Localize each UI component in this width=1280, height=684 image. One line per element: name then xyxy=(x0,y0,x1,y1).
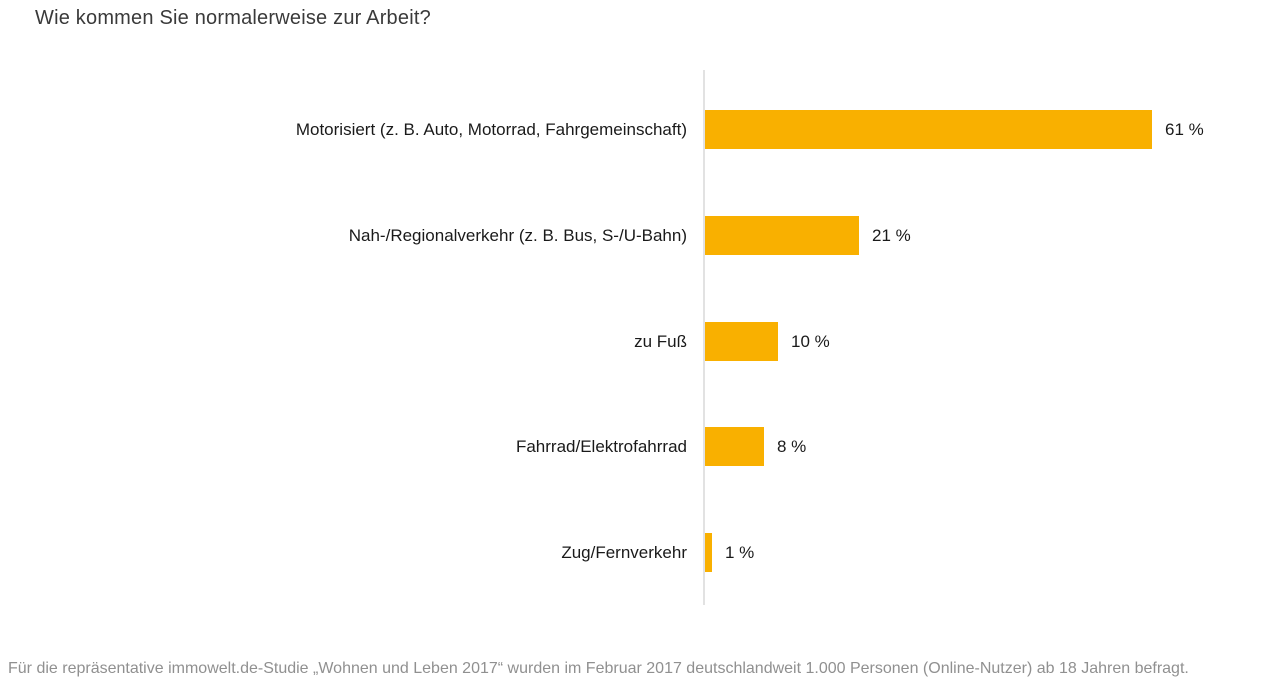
bar xyxy=(705,322,778,361)
bar-value-label: 21 % xyxy=(872,226,911,245)
bar-value-label: 8 % xyxy=(777,437,807,456)
bar-row: Zug/Fernverkehr 1 % xyxy=(0,533,1280,572)
bar xyxy=(705,110,1152,149)
bar-category-label: Nah-/Regionalverkehr (z. B. Bus, S-/U-Ba… xyxy=(348,226,687,245)
bar-value-label: 61 % xyxy=(1165,120,1204,139)
bar xyxy=(705,533,712,572)
bar-category-label: zu Fuß xyxy=(634,332,687,351)
bar-value-label: 1 % xyxy=(725,543,755,562)
bar xyxy=(705,427,764,466)
bar-row: Motorisiert (z. B. Auto, Motorrad, Fahrg… xyxy=(0,110,1280,149)
bar-row: Nah-/Regionalverkehr (z. B. Bus, S-/U-Ba… xyxy=(0,216,1280,255)
bar-row: zu Fuß 10 % xyxy=(0,322,1280,361)
bar-category-label: Zug/Fernverkehr xyxy=(561,543,687,562)
y-axis-line xyxy=(703,70,705,605)
source-note: Für die repräsentative immowelt.de-Studi… xyxy=(8,660,1189,677)
bar-value-label: 10 % xyxy=(791,332,830,351)
bar-category-label: Motorisiert (z. B. Auto, Motorrad, Fahrg… xyxy=(295,120,687,139)
bar-category-label: Fahrrad/Elektrofahrrad xyxy=(515,437,687,456)
bar-row: Fahrrad/Elektrofahrrad 8 % xyxy=(0,427,1280,466)
bar xyxy=(705,216,859,255)
chart-title: Wie kommen Sie normalerweise zur Arbeit? xyxy=(35,7,431,29)
